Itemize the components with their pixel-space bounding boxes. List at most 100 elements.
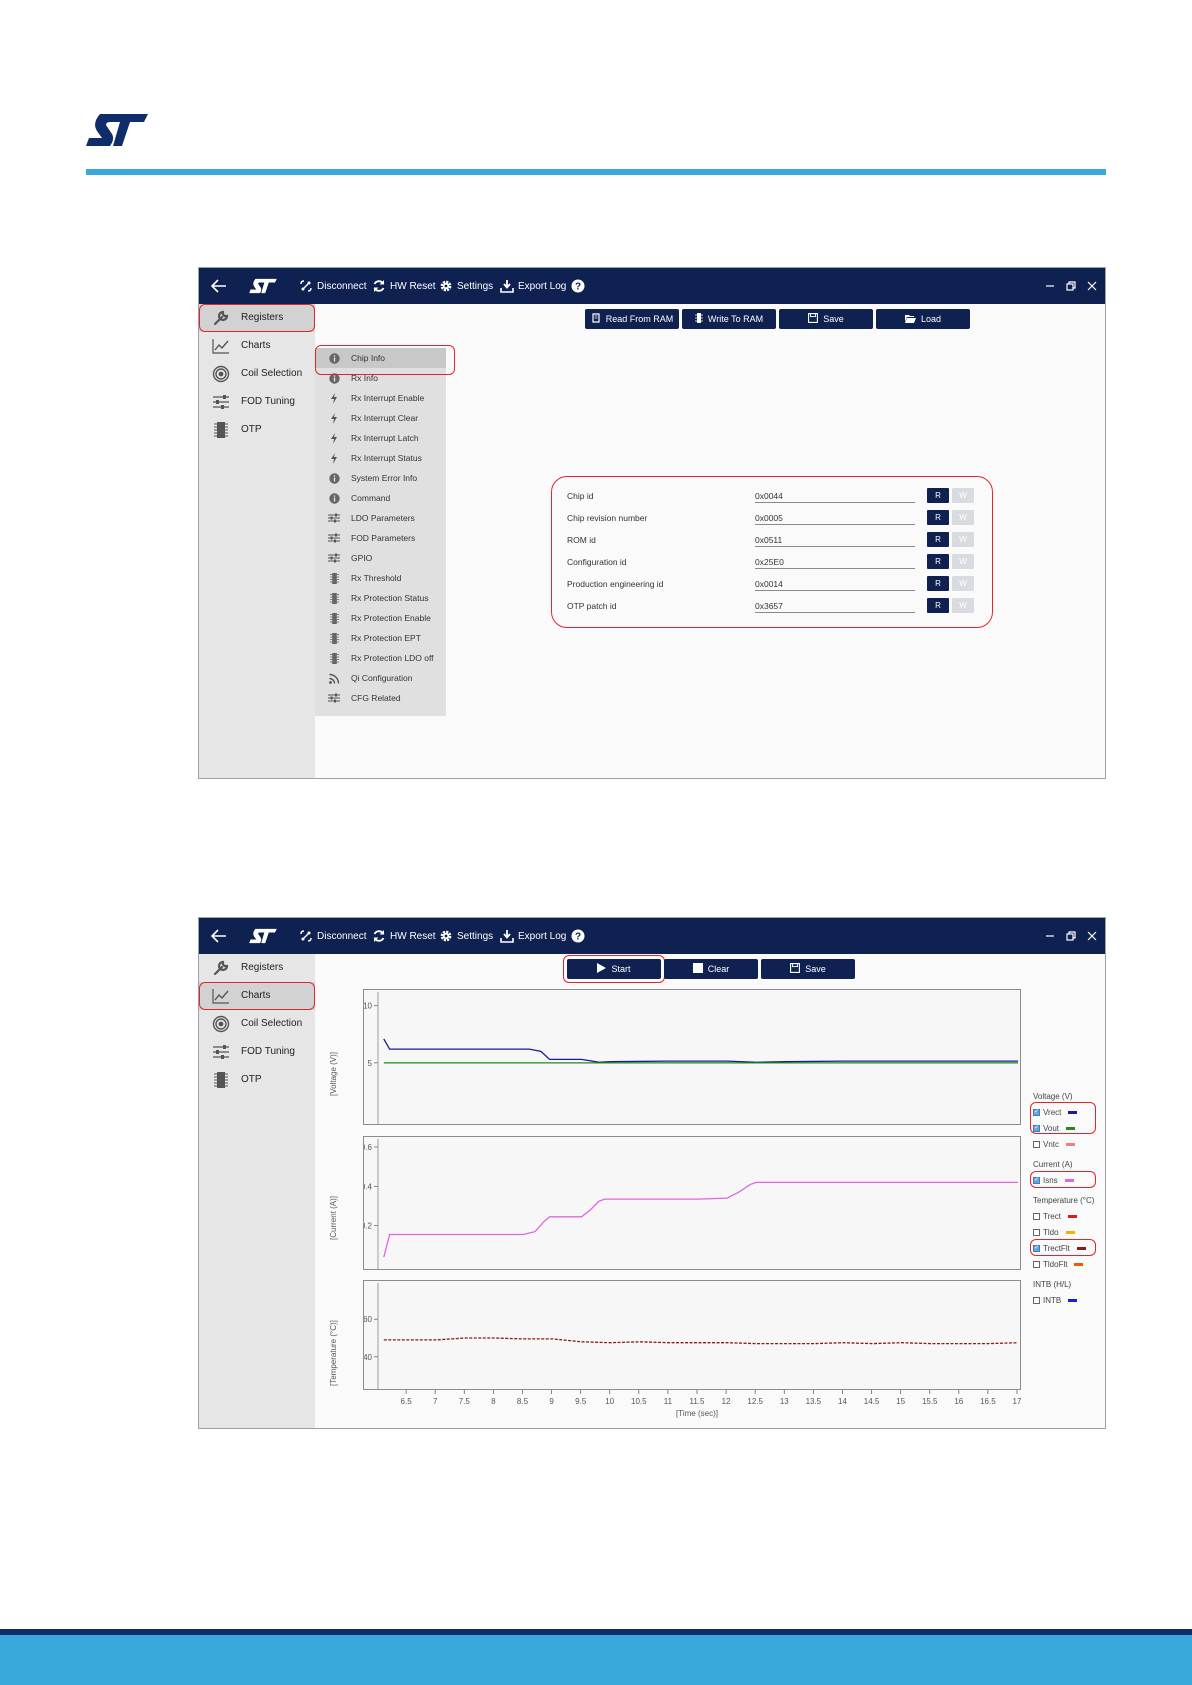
write-register-button[interactable]: W: [952, 510, 974, 525]
checkbox-vntc[interactable]: [1033, 1140, 1040, 1148]
sidebar-item-coil-selection[interactable]: Coil Selection: [199, 1010, 315, 1038]
register-group-rx-interrupt-enable[interactable]: Rx Interrupt Enable: [315, 388, 446, 408]
register-value-field[interactable]: 0x25E0: [755, 553, 915, 569]
register-value-field[interactable]: 0x0511: [755, 531, 915, 547]
legend-swatch: [1064, 1178, 1074, 1182]
register-value-field[interactable]: 0x3657: [755, 597, 915, 613]
register-group-fod-parameters[interactable]: FOD Parameters: [315, 528, 446, 548]
write-register-button[interactable]: W: [952, 532, 974, 547]
hw-reset-button[interactable]: HW Reset: [372, 918, 436, 954]
checkbox-vout[interactable]: ✓: [1033, 1124, 1040, 1132]
back-arrow-icon[interactable]: [211, 918, 227, 954]
read-register-button[interactable]: R: [927, 532, 949, 547]
disconnect-button[interactable]: Disconnect: [299, 268, 366, 304]
register-value-field[interactable]: 0x0014: [755, 575, 915, 591]
minimize-icon[interactable]: [1044, 268, 1056, 304]
read-register-button[interactable]: R: [927, 554, 949, 569]
register-group-rx-info[interactable]: Rx Info: [315, 368, 446, 388]
register-value-field[interactable]: 0x0005: [755, 509, 915, 525]
register-group-chip-info[interactable]: Chip Info: [315, 348, 446, 368]
hw-reset-button[interactable]: HW Reset: [372, 268, 436, 304]
sidebar-item-charts[interactable]: Charts: [199, 332, 315, 360]
register-group-rx-protection-status[interactable]: Rx Protection Status: [315, 588, 446, 608]
register-group-cfg-related[interactable]: CFG Related: [315, 688, 446, 708]
checkbox-intb[interactable]: [1033, 1296, 1040, 1304]
start-button[interactable]: Start: [567, 959, 661, 979]
settings-button[interactable]: Settings: [439, 918, 493, 954]
sidebar-item-label: FOD Tuning: [241, 1046, 295, 1057]
sidebar-item-fod-tuning[interactable]: FOD Tuning: [199, 388, 315, 416]
read-from-ram-button[interactable]: Read From RAM: [585, 309, 679, 329]
export-log-button[interactable]: Export Log: [500, 918, 566, 954]
help-icon[interactable]: ?: [571, 918, 585, 954]
restore-icon[interactable]: [1065, 918, 1077, 954]
legend-item-tldoflt[interactable]: TldoFlt: [1033, 1258, 1084, 1270]
back-arrow-icon[interactable]: [211, 268, 227, 304]
legend-item-vout[interactable]: ✓ Vout: [1033, 1122, 1076, 1134]
load-button[interactable]: Load: [876, 309, 970, 329]
clear-button[interactable]: Clear: [664, 959, 758, 979]
legend-item-trect[interactable]: Trect: [1033, 1210, 1077, 1222]
write-register-button[interactable]: W: [952, 598, 974, 613]
legend-item-vntc[interactable]: Vntc: [1033, 1138, 1076, 1150]
checkbox-vrect[interactable]: ✓: [1033, 1108, 1040, 1116]
close-icon[interactable]: [1086, 918, 1098, 954]
legend-item-vrect[interactable]: ✓ Vrect: [1033, 1106, 1078, 1118]
legend-item-intb[interactable]: INTB: [1033, 1294, 1078, 1306]
restore-icon[interactable]: [1065, 268, 1077, 304]
x-tick-label: 9: [549, 1397, 554, 1406]
minimize-icon[interactable]: [1044, 918, 1056, 954]
sidebar-item-otp[interactable]: OTP: [199, 1066, 315, 1094]
sidebar-item-coil-selection[interactable]: Coil Selection: [199, 360, 315, 388]
info-icon: [328, 472, 340, 484]
checkbox-tldo[interactable]: [1033, 1228, 1040, 1236]
checkbox-trect[interactable]: [1033, 1212, 1040, 1220]
info-icon: [328, 372, 340, 384]
bolt-icon: [328, 452, 340, 464]
settings-button[interactable]: Settings: [439, 268, 493, 304]
settings-label: Settings: [457, 930, 494, 942]
register-row-rom-id: ROM id 0x0511 R W: [567, 530, 987, 550]
read-register-button[interactable]: R: [927, 598, 949, 613]
register-group-rx-protection-enable[interactable]: Rx Protection Enable: [315, 608, 446, 628]
write-register-button[interactable]: W: [952, 554, 974, 569]
sidebar-item-registers[interactable]: Registers: [199, 304, 315, 332]
sidebar-item-otp[interactable]: OTP: [199, 416, 315, 444]
write-to-ram-button[interactable]: Write To RAM: [682, 309, 776, 329]
close-icon[interactable]: [1086, 268, 1098, 304]
read-register-button[interactable]: R: [927, 488, 949, 503]
register-value-field[interactable]: 0x0044: [755, 487, 915, 503]
register-group-label: Rx Interrupt Latch: [351, 433, 419, 443]
save-button[interactable]: Save: [761, 959, 855, 979]
read-register-button[interactable]: R: [927, 510, 949, 525]
register-group-rx-interrupt-clear[interactable]: Rx Interrupt Clear: [315, 408, 446, 428]
sidebar-item-charts[interactable]: Charts: [199, 982, 315, 1010]
disconnect-button[interactable]: Disconnect: [299, 918, 366, 954]
sidebar-item-label: OTP: [241, 1074, 262, 1085]
checkbox-isns[interactable]: ✓: [1033, 1176, 1040, 1184]
register-group-rx-threshold[interactable]: Rx Threshold: [315, 568, 446, 588]
register-group-rx-interrupt-latch[interactable]: Rx Interrupt Latch: [315, 428, 446, 448]
checkbox-tldoflt[interactable]: [1033, 1260, 1040, 1268]
legend-item-isns[interactable]: ✓ Isns: [1033, 1174, 1074, 1186]
write-register-button[interactable]: W: [952, 488, 974, 503]
register-group-system-error-info[interactable]: System Error Info: [315, 468, 446, 488]
write-register-button[interactable]: W: [952, 576, 974, 591]
read-register-button[interactable]: R: [927, 576, 949, 591]
register-group-label: Rx Interrupt Status: [351, 453, 422, 463]
export-log-button[interactable]: Export Log: [500, 268, 566, 304]
sidebar-item-registers[interactable]: Registers: [199, 954, 315, 982]
register-group-rx-protection-ldo-off[interactable]: Rx Protection LDO off: [315, 648, 446, 668]
register-group-rx-protection-ept[interactable]: Rx Protection EPT: [315, 628, 446, 648]
save-button[interactable]: Save: [779, 309, 873, 329]
help-icon[interactable]: ?: [571, 268, 585, 304]
legend-item-trectflt[interactable]: ✓ TrectFlt: [1033, 1242, 1086, 1254]
register-group-qi-configuration[interactable]: Qi Configuration: [315, 668, 446, 688]
checkbox-trectflt[interactable]: ✓: [1033, 1244, 1040, 1252]
register-group-command[interactable]: Command: [315, 488, 446, 508]
legend-item-tldo[interactable]: Tldo: [1033, 1226, 1075, 1238]
sidebar-item-fod-tuning[interactable]: FOD Tuning: [199, 1038, 315, 1066]
register-group-rx-interrupt-status[interactable]: Rx Interrupt Status: [315, 448, 446, 468]
register-group-gpio[interactable]: GPIO: [315, 548, 446, 568]
register-group-ldo-parameters[interactable]: LDO Parameters: [315, 508, 446, 528]
